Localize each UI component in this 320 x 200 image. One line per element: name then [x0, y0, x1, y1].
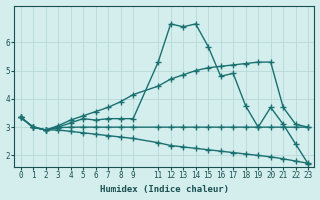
- X-axis label: Humidex (Indice chaleur): Humidex (Indice chaleur): [100, 185, 229, 194]
